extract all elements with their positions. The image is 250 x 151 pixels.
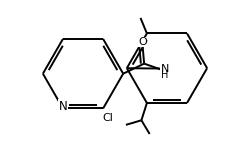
Text: N: N: [58, 100, 67, 113]
Text: Cl: Cl: [102, 113, 113, 124]
Text: N: N: [160, 64, 169, 74]
Text: O: O: [138, 37, 147, 47]
Text: H: H: [161, 70, 168, 80]
